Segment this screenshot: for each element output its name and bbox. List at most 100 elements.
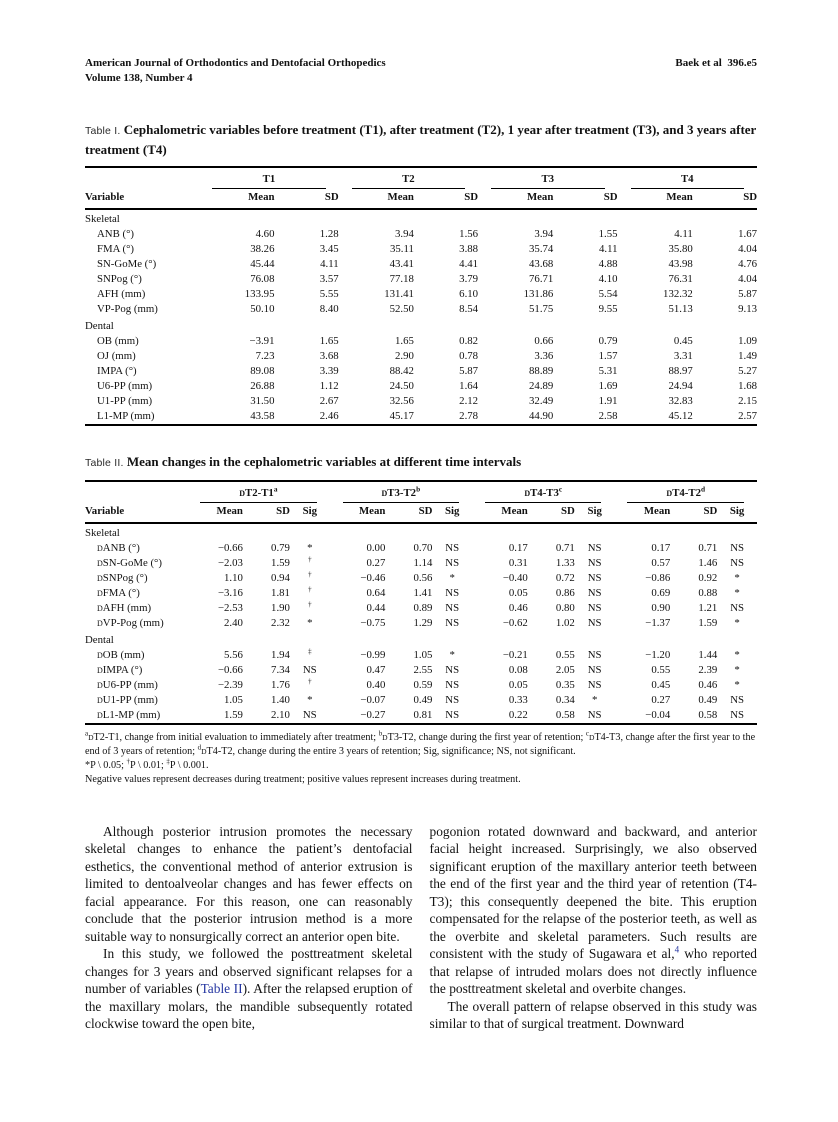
value-cell: 1.90 — [271, 601, 290, 614]
table2-group-3: DT4-T3c — [472, 481, 614, 504]
value-cell: −0.99 — [360, 648, 386, 661]
value-cell: 0.49 — [698, 693, 718, 706]
table1-caption: Table I. Cephalometric variables before … — [85, 121, 757, 159]
value-cell: 0.35 — [555, 678, 575, 691]
significance-cell: NS — [445, 541, 460, 554]
significance-cell: NS — [587, 541, 602, 554]
value-cell: 77.18 — [389, 273, 414, 285]
value-cell: 9.55 — [598, 303, 618, 315]
table2-group-4: DT4-T2d — [614, 481, 757, 504]
value-cell: 24.50 — [389, 380, 414, 392]
value-cell: −0.27 — [360, 708, 386, 721]
variable-name: AFH (mm) — [97, 288, 146, 300]
value-cell: 24.94 — [668, 380, 693, 392]
section-label: Dental — [85, 633, 114, 646]
table2-group-1: DT2-T1a — [187, 481, 329, 504]
table-row: DAFH (mm) −2.53 1.90 † 0.44 0.89 NS 0.46 0.80 NS 0… — [85, 600, 757, 616]
significance-cell: * — [734, 616, 740, 629]
value-cell: 4.76 — [738, 258, 757, 270]
group-footnote-marker: c — [558, 483, 563, 493]
significance-cell: NS — [587, 586, 602, 599]
value-cell: 131.86 — [523, 288, 554, 300]
column-header-sd: SD — [670, 503, 718, 524]
variable-name: DU1-PP (mm) — [97, 693, 158, 706]
value-cell: 0.90 — [651, 601, 671, 614]
value-cell: 133.95 — [244, 288, 275, 300]
value-cell: −2.39 — [217, 678, 243, 691]
delta-symbol: D — [97, 543, 103, 553]
value-cell: 1.40 — [271, 693, 290, 706]
value-cell: 0.45 — [651, 678, 671, 691]
value-cell: 1.28 — [319, 228, 339, 240]
table-row: DANB (°) −0.66 0.79 * 0.00 0.70 NS 0.17 0.71 NS 0.… — [85, 541, 757, 556]
column-header-sig: Sig — [289, 503, 330, 524]
table2-container: DT2-T1a DT3-T2b DT4-T3c DT4-T2d Variable Mean… — [85, 479, 757, 725]
delta-symbol: D — [381, 488, 388, 498]
value-cell: 76.71 — [529, 273, 554, 285]
column-header-mean: Mean — [329, 503, 386, 524]
table2: DT2-T1a DT3-T2b DT4-T3c DT4-T2d Variable Mean… — [85, 479, 757, 725]
value-cell: 3.57 — [319, 273, 339, 285]
variable-name: DVP-Pog (mm) — [97, 616, 164, 629]
table2-caption-text: Mean changes in the cephalometric variab… — [126, 454, 522, 469]
value-cell: 1.65 — [319, 335, 339, 347]
significance-cell: NS — [445, 601, 460, 614]
table-row: IMPA (°) 89.08 3.39 88.42 5.87 88.89 5.31 88.97… — [85, 364, 757, 379]
value-cell: 0.81 — [413, 708, 433, 721]
footnote-line-2: *P \ 0.05; †P \ 0.01; ‡P \ 0.001. — [85, 758, 209, 771]
page-header: American Journal of Orthodontics and Den… — [85, 56, 757, 86]
value-cell: 0.69 — [651, 586, 671, 599]
significance-cell: † — [290, 553, 330, 571]
body-text: Although posterior intrusion promotes th… — [85, 823, 757, 1033]
value-cell: 0.33 — [508, 693, 528, 706]
value-cell: 35.74 — [529, 243, 554, 255]
section-row: Dental — [85, 631, 757, 648]
table-reference-link[interactable]: Table II — [200, 981, 243, 996]
value-cell: 5.27 — [738, 365, 757, 377]
value-cell: 3.79 — [459, 273, 479, 285]
significance-cell: * — [734, 648, 740, 661]
significance-cell: * — [734, 586, 740, 599]
right-paragraph-1: pogonion rotated downward and backward, … — [429, 823, 758, 997]
citation-link[interactable]: 4 — [674, 944, 680, 955]
table1-column-header-row: Variable Mean SD Mean SD Mean SD Mean SD — [85, 190, 757, 210]
value-cell: 0.64 — [366, 586, 386, 599]
significance-cell: * — [591, 693, 598, 706]
value-cell: 0.80 — [555, 601, 575, 614]
value-cell: 51.13 — [668, 303, 693, 315]
significance-cell: NS — [445, 556, 460, 569]
significance-symbol: † — [307, 553, 312, 563]
group-label: T2 — [351, 169, 466, 189]
value-cell: 43.68 — [529, 258, 554, 270]
value-cell: 0.49 — [413, 693, 433, 706]
column-header-mean: Mean — [617, 190, 693, 210]
column-header-sig: Sig — [432, 503, 473, 524]
value-cell: −0.40 — [502, 571, 528, 584]
value-cell: 1.05 — [224, 693, 243, 706]
value-cell: 0.00 — [366, 541, 386, 554]
delta-symbol: D — [97, 573, 103, 583]
value-cell: −0.46 — [360, 571, 386, 584]
variable-name: SNPog (°) — [97, 273, 142, 285]
table-row: ANB (°) 4.60 1.28 3.94 1.56 3.94 1.55 4.11 1.67 — [85, 227, 757, 242]
table2-group-2: DT3-T2b — [330, 481, 472, 504]
table-row: DSN-GoMe (°) −2.03 1.59 † 0.27 1.14 NS 0.31 1.33… — [85, 553, 757, 571]
column-header-sig: Sig — [574, 503, 615, 524]
table-row: AFH (mm) 133.95 5.55 131.41 6.10 131.86 5.54 13… — [85, 287, 757, 302]
value-cell: 0.47 — [366, 663, 386, 676]
value-cell: 5.87 — [738, 288, 757, 300]
value-cell: 0.31 — [508, 556, 528, 569]
table-row: SNPog (°) 76.08 3.57 77.18 3.79 76.71 4.10 76.3… — [85, 272, 757, 287]
value-cell: 0.72 — [555, 571, 575, 584]
significance-symbol: † — [307, 675, 312, 685]
value-cell: 26.88 — [250, 380, 275, 392]
value-cell: 4.11 — [599, 243, 618, 255]
footnote-marker: d — [197, 744, 202, 752]
value-cell: −2.03 — [217, 556, 243, 569]
value-cell: 88.89 — [529, 365, 554, 377]
value-cell: −0.04 — [645, 708, 671, 721]
value-cell: 43.98 — [668, 258, 693, 270]
table1-body: Skeletal ANB (°) 4.60 1.28 3.94 1.56 3.94 1.55 4… — [85, 209, 757, 425]
value-cell: 7.34 — [271, 663, 290, 676]
